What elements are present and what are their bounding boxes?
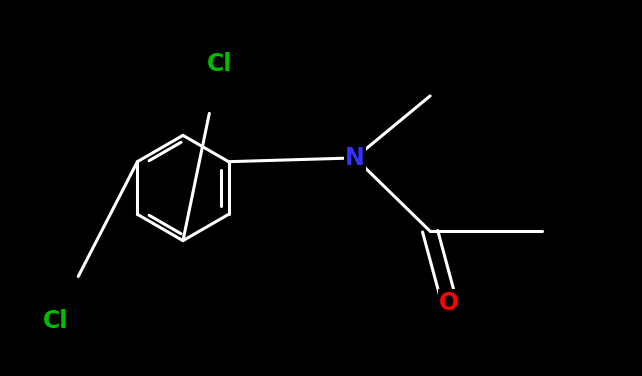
Text: Cl: Cl — [207, 52, 232, 76]
Text: N: N — [345, 146, 365, 170]
Text: O: O — [439, 291, 460, 315]
Text: Cl: Cl — [42, 309, 68, 333]
